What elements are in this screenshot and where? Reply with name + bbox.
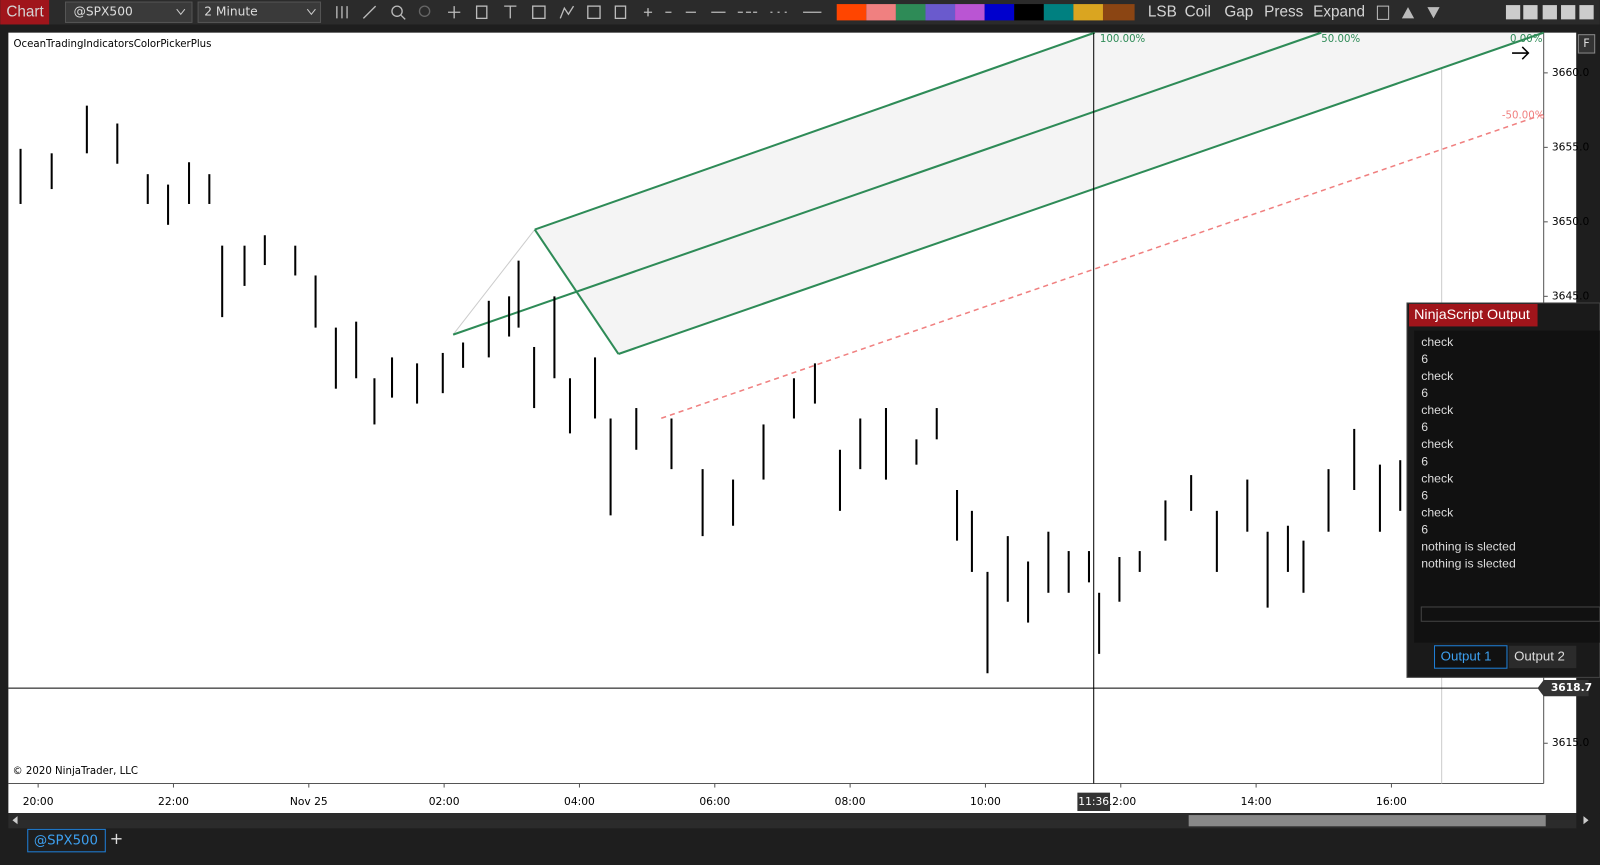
expand-button[interactable]: Expand xyxy=(1313,3,1365,20)
coil-button[interactable]: Coil xyxy=(1185,3,1211,20)
output-title: NinjaScript Output xyxy=(1414,307,1530,323)
chart-tab[interactable] xyxy=(0,0,50,25)
crosshair-price: 3618.7 xyxy=(1551,681,1592,694)
press-button[interactable]: Press xyxy=(1264,3,1303,20)
output-line: check xyxy=(1421,471,1454,485)
scrollbar[interactable] xyxy=(8,813,1577,829)
tool-icons[interactable] xyxy=(336,5,822,20)
indicator-name: OceanTradingIndicatorsColorPickerPlus xyxy=(13,39,211,50)
output-line: 6 xyxy=(1421,488,1428,502)
crosshair-time: 11:36 xyxy=(1078,795,1109,808)
gap-button[interactable]: Gap xyxy=(1224,3,1253,20)
instrument-select[interactable] xyxy=(64,1,193,23)
x-tick-label: 02:00 xyxy=(429,795,460,808)
instrument-tab[interactable] xyxy=(27,828,106,853)
output-line: check xyxy=(1421,335,1454,349)
output-line: 6 xyxy=(1421,352,1428,366)
output-tab[interactable] xyxy=(1508,645,1577,669)
dropdown-arrow xyxy=(176,8,186,16)
lsb-button[interactable]: LSB xyxy=(1148,3,1177,20)
plot: 3615.0 3645.0 3650.0 3655.0 3660.0 20:00 22:00… xyxy=(8,32,1592,812)
output-line: check xyxy=(1421,369,1454,383)
instrument-label: @SPX500 xyxy=(74,5,133,19)
pitchfork-label: -50.00% xyxy=(1502,110,1545,121)
pitchfork-label: 0.00% xyxy=(1510,34,1543,45)
output-lines: check 6 check 6 check 6 check 6 check 6 check 6 noth… xyxy=(1421,335,1516,570)
x-tick-label: 10:00 xyxy=(970,795,1001,808)
x-tick-label: 12:00 xyxy=(1105,795,1136,808)
output-line: 6 xyxy=(1421,454,1428,468)
crosshair-price-box xyxy=(1537,679,1589,697)
dropdown-arrow xyxy=(306,8,316,16)
output-area xyxy=(1414,330,1600,643)
x-tick-label: 06:00 xyxy=(699,795,730,808)
instrument-tab-label: @SPX500 xyxy=(34,834,98,849)
output-title-bar xyxy=(1409,304,1538,327)
output-line: nothing is slected xyxy=(1421,539,1516,553)
y-tick-label: 3660.0 xyxy=(1552,66,1590,79)
y-tick-label: 3650.0 xyxy=(1552,215,1590,228)
output-tab[interactable] xyxy=(1434,645,1508,669)
output-line: nothing is slected xyxy=(1421,556,1516,570)
output-line: 6 xyxy=(1421,386,1428,400)
pitchfork-label: 50.00% xyxy=(1321,34,1360,45)
f-button-label: F xyxy=(1583,37,1589,50)
output-line: check xyxy=(1421,403,1454,417)
color-swatches[interactable] xyxy=(836,4,1135,21)
pitchfork[interactable] xyxy=(452,31,1545,419)
x-tick-label: 20:00 xyxy=(23,795,54,808)
interval-select[interactable] xyxy=(197,1,322,23)
copyright: © 2020 NinjaTrader, LLC xyxy=(12,766,138,777)
y-tick-label: 3655.0 xyxy=(1552,140,1590,153)
output-tab-label: Output 2 xyxy=(1514,648,1565,663)
x-tick-label: 16:00 xyxy=(1376,795,1407,808)
x-tick-label: 08:00 xyxy=(835,795,866,808)
output-line: check xyxy=(1421,437,1454,451)
interval-label: 2 Minute xyxy=(204,5,257,19)
x-tick-label: 22:00 xyxy=(158,795,189,808)
chart-tab-label: Chart xyxy=(6,3,44,20)
x-tick-label: 04:00 xyxy=(564,795,595,808)
window-controls[interactable] xyxy=(1376,5,1594,20)
add-tab[interactable]: + xyxy=(110,829,124,848)
output-line: 6 xyxy=(1421,420,1428,434)
x-tick-label: 14:00 xyxy=(1241,795,1272,808)
f-button[interactable] xyxy=(1577,34,1596,54)
output-line: check xyxy=(1421,505,1454,519)
output-line: 6 xyxy=(1421,522,1428,536)
y-tick-label: 3645.0 xyxy=(1552,289,1590,302)
pitchfork-label: 100.00% xyxy=(1100,34,1146,45)
x-tick-label: Nov 25 xyxy=(290,795,328,808)
y-tick-label: 3615.0 xyxy=(1552,736,1590,749)
output-tab-label: Output 1 xyxy=(1441,648,1492,663)
scroll-thumb[interactable] xyxy=(1188,815,1546,827)
crosshair-time-box xyxy=(1077,792,1111,812)
